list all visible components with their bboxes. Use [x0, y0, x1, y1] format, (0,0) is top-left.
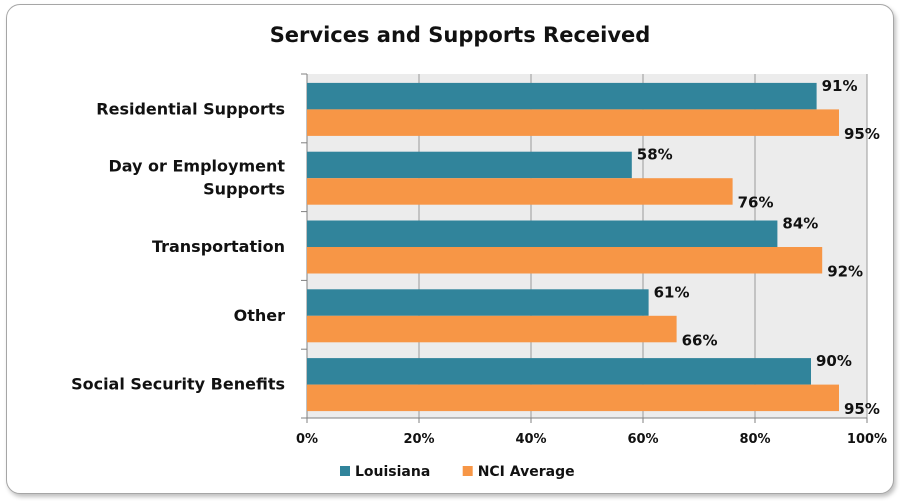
data-label: 76%	[738, 194, 774, 212]
bar-louisiana	[307, 358, 811, 385]
legend: Louisiana NCI Average	[340, 464, 575, 480]
data-label: 95%	[844, 125, 880, 143]
legend-swatch	[340, 466, 350, 476]
legend-swatch	[462, 466, 473, 476]
data-label: 58%	[637, 146, 673, 164]
plot-area: 0% 20% 40% 60% 80% 100% Residential Supports 91…	[71, 73, 887, 447]
x-tick-label: 80%	[739, 432, 770, 447]
data-label: 61%	[654, 283, 690, 301]
legend-label: Louisiana	[355, 464, 430, 480]
data-label: 90%	[816, 352, 852, 370]
data-label: 92%	[827, 263, 863, 281]
category-label: Social Security Benefits	[71, 375, 285, 394]
bar-louisiana	[307, 82, 817, 110]
x-tick-label: 20%	[403, 432, 434, 447]
bar-louisiana	[307, 151, 632, 179]
category-label: Transportation	[152, 237, 285, 256]
data-label: 66%	[682, 331, 718, 349]
x-tick-label: 60%	[627, 432, 658, 447]
data-label: 95%	[844, 400, 880, 418]
bar-louisiana	[307, 220, 778, 247]
bar-nci-average	[307, 384, 839, 412]
category-label: Supports	[203, 180, 285, 199]
category-label: Other	[234, 306, 285, 325]
data-label: 91%	[822, 77, 858, 95]
bar-louisiana	[307, 289, 649, 316]
bar-nci-average	[307, 315, 677, 343]
bar-nci-average	[307, 178, 733, 205]
data-label: 84%	[782, 215, 818, 233]
x-tick-label: 40%	[515, 432, 546, 447]
x-tick-label: 0%	[296, 432, 318, 447]
x-tick-label: 100%	[847, 432, 887, 447]
bar-nci-average	[307, 247, 823, 274]
chart-title: Services and Supports Received	[270, 23, 651, 47]
bar-nci-average	[307, 109, 839, 136]
legend-label: NCI Average	[478, 464, 575, 480]
category-label: Day or Employment	[108, 157, 285, 176]
category-label: Residential Supports	[96, 99, 285, 118]
